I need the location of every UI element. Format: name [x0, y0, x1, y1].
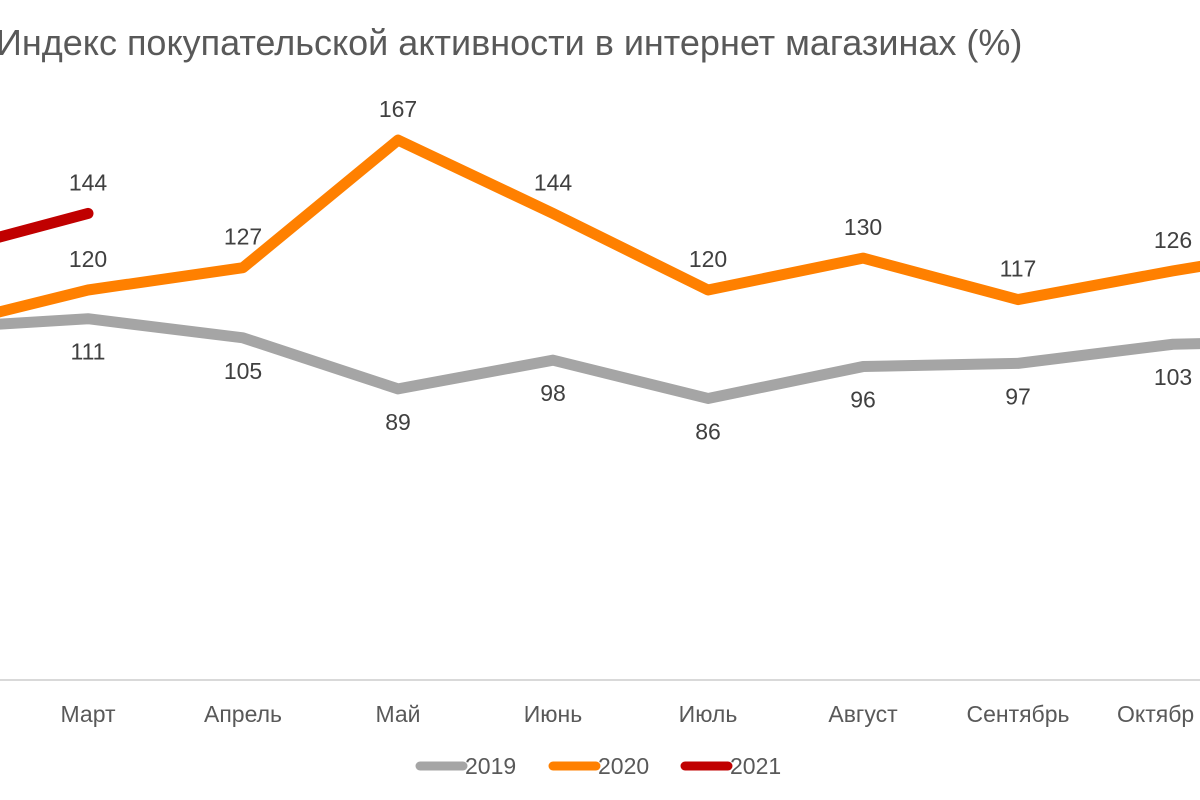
chart-title: Индекс покупательской активности в интер… [0, 22, 1023, 63]
data-label-2020-3: 144 [534, 169, 573, 195]
data-label-2020-7: 126 [1154, 227, 1192, 253]
x-tick-layer: Март Апрель Май Июнь Июль Август Сентябрь Октяб… [60, 701, 1194, 727]
x-tick-label: Август [828, 701, 898, 727]
data-label-2019-7: 103 [1154, 364, 1192, 390]
x-tick-label: Апрель [204, 701, 282, 727]
data-label-2020-0: 120 [69, 246, 107, 272]
legend-item-2021: 2021 [680, 753, 781, 779]
data-label-2020-1: 127 [224, 224, 262, 250]
x-tick-label: Июль [679, 701, 738, 727]
legend-item-2020: 2020 [548, 753, 649, 779]
data-label-2019-4: 86 [695, 418, 721, 444]
legend-label: 2020 [598, 753, 649, 779]
data-label-2019-3: 98 [540, 380, 566, 406]
legend: 2019 2020 2021 [415, 753, 781, 779]
x-tick-label: Март [60, 701, 115, 727]
x-tick-label: Май [375, 701, 420, 727]
data-label-2019-0: 111 [71, 339, 106, 365]
series-layer [0, 134, 1200, 404]
data-label-2020-5: 130 [844, 214, 882, 240]
series-line-2020 [0, 134, 1200, 318]
data-label-2020-4: 120 [689, 246, 727, 272]
data-label-2019-1: 105 [224, 358, 262, 384]
x-tick-label: Октябр [1117, 701, 1194, 727]
x-tick-label: Июнь [524, 701, 582, 727]
data-label-2021-0: 144 [69, 169, 108, 195]
data-label-2019-5: 96 [850, 387, 876, 413]
series-line-2019 [0, 313, 1200, 404]
data-label-2019-6: 97 [1005, 383, 1031, 409]
legend-label: 2021 [730, 753, 781, 779]
data-label-2020-2: 167 [379, 96, 417, 122]
legend-item-2019: 2019 [415, 753, 516, 779]
series-line-2021 [0, 207, 94, 243]
data-label-layer: 111 105 89 98 86 96 97 103 120 127 167 144 120 130 117… [69, 96, 1192, 444]
x-tick-label: Сентябрь [966, 701, 1069, 727]
data-label-2019-2: 89 [385, 409, 411, 435]
legend-label: 2019 [465, 753, 516, 779]
data-label-2020-6: 117 [1000, 256, 1037, 282]
